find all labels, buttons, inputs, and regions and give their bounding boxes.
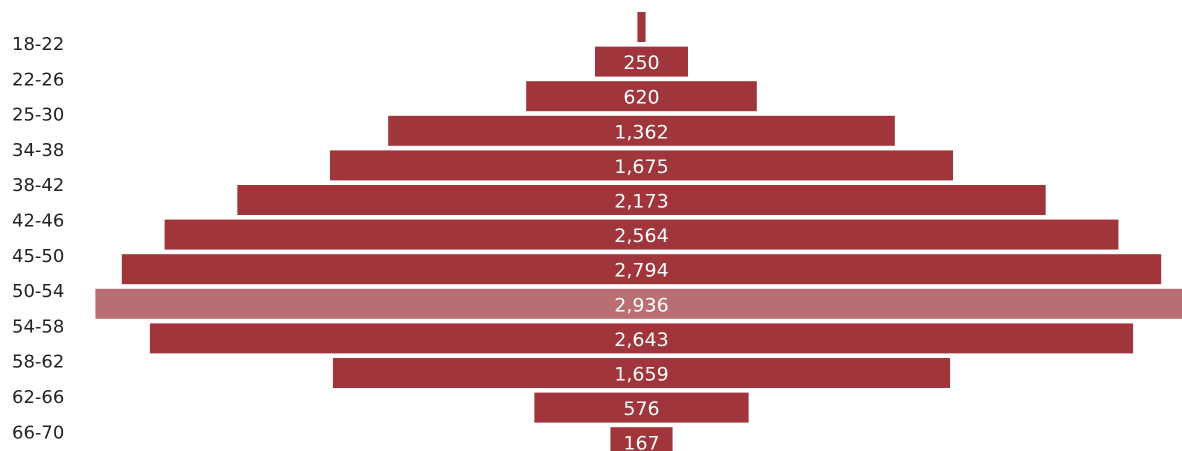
value-label: 250 bbox=[623, 52, 659, 74]
value-label: 1,659 bbox=[614, 364, 668, 386]
bar bbox=[637, 12, 646, 42]
value-label: 2,564 bbox=[614, 225, 668, 247]
row-label: 22-26 bbox=[12, 69, 64, 90]
row-label: 25-30 bbox=[12, 105, 64, 126]
bar bbox=[595, 46, 688, 77]
bar bbox=[526, 81, 757, 112]
row-label: 58-62 bbox=[12, 352, 64, 373]
row-label: 50-54 bbox=[12, 281, 64, 302]
row-label: 62-66 bbox=[12, 387, 64, 408]
value-label: 620 bbox=[623, 87, 659, 109]
bar bbox=[329, 150, 954, 181]
bar bbox=[164, 219, 1119, 250]
row-label: 34-38 bbox=[12, 140, 64, 161]
row-label: 42-46 bbox=[12, 211, 64, 232]
value-label: 576 bbox=[623, 398, 659, 420]
row-label: 38-42 bbox=[12, 175, 64, 196]
bar bbox=[332, 358, 951, 388]
value-label: 1,675 bbox=[614, 156, 668, 178]
bar bbox=[388, 115, 895, 146]
bar bbox=[237, 185, 1046, 215]
value-label: 2,643 bbox=[614, 329, 668, 351]
bar bbox=[149, 323, 1134, 354]
row-label: 66-70 bbox=[12, 422, 64, 443]
value-label: 2,173 bbox=[614, 191, 668, 213]
bar bbox=[610, 427, 673, 451]
bar bbox=[95, 288, 1182, 319]
row-label: 45-50 bbox=[12, 246, 64, 267]
value-label: 167 bbox=[623, 433, 659, 451]
bar bbox=[534, 392, 749, 423]
bar bbox=[121, 254, 1162, 285]
value-label: 2,794 bbox=[614, 260, 668, 282]
value-label: 2,936 bbox=[614, 294, 668, 316]
row-label: 54-58 bbox=[12, 316, 64, 337]
row-label: 18-22 bbox=[12, 34, 64, 55]
value-label: 1,362 bbox=[614, 121, 668, 143]
